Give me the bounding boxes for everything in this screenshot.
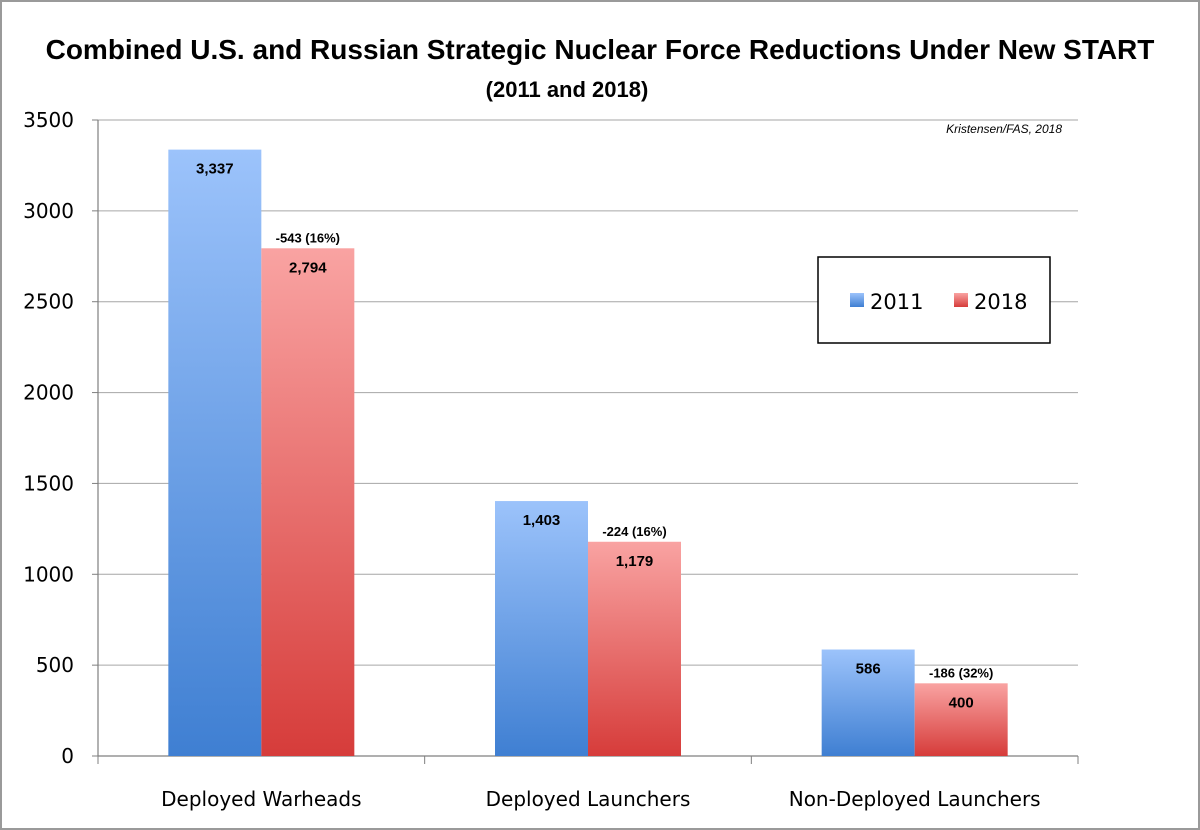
bar-2011	[495, 501, 588, 756]
value-label: 1,403	[523, 512, 561, 529]
x-category-label: Deployed Warheads	[161, 787, 361, 811]
value-label: 2,794	[289, 259, 327, 276]
legend-swatch-2018	[954, 293, 968, 307]
bar-2018	[914, 683, 1008, 756]
change-label: -224 (16%)	[602, 524, 666, 539]
y-tick-label: 3000	[23, 199, 74, 223]
legend-label-2018: 2018	[974, 290, 1027, 314]
value-label: 400	[949, 694, 974, 711]
y-tick-label: 0	[61, 744, 74, 768]
y-tick-label: 1500	[23, 471, 74, 495]
value-label: 586	[856, 661, 881, 678]
y-tick-label: 1000	[23, 562, 74, 586]
bar-2018	[261, 248, 355, 756]
value-label: 1,179	[616, 553, 654, 570]
x-category-label: Non-Deployed Launchers	[789, 787, 1041, 811]
chart-title: Combined U.S. and Russian Strategic Nucl…	[45, 34, 1155, 65]
y-tick-label: 500	[36, 653, 74, 677]
bar-2011	[821, 649, 915, 756]
y-tick-label: 3500	[23, 108, 74, 132]
change-label: -543 (16%)	[276, 230, 340, 245]
y-tick-label: 2500	[23, 290, 74, 314]
bars	[168, 149, 1008, 756]
legend: 2011 2018	[817, 256, 1051, 344]
value-label: 3,337	[196, 161, 234, 178]
chart-subtitle: (2011 and 2018)	[485, 77, 649, 102]
bar-2011	[168, 149, 262, 756]
legend-swatch-2011	[850, 293, 864, 307]
change-label: -186 (32%)	[929, 665, 993, 680]
legend-label-2011: 2011	[870, 290, 923, 314]
y-tick-label: 2000	[23, 381, 74, 405]
x-category-label: Deployed Launchers	[486, 787, 691, 811]
data-labels: 3,337 2,794 -543 (16%) 1,403 1,179 -224 (16%)…	[196, 161, 993, 712]
source-note: Kristensen/FAS, 2018	[946, 122, 1062, 136]
bar-2018	[588, 541, 681, 756]
